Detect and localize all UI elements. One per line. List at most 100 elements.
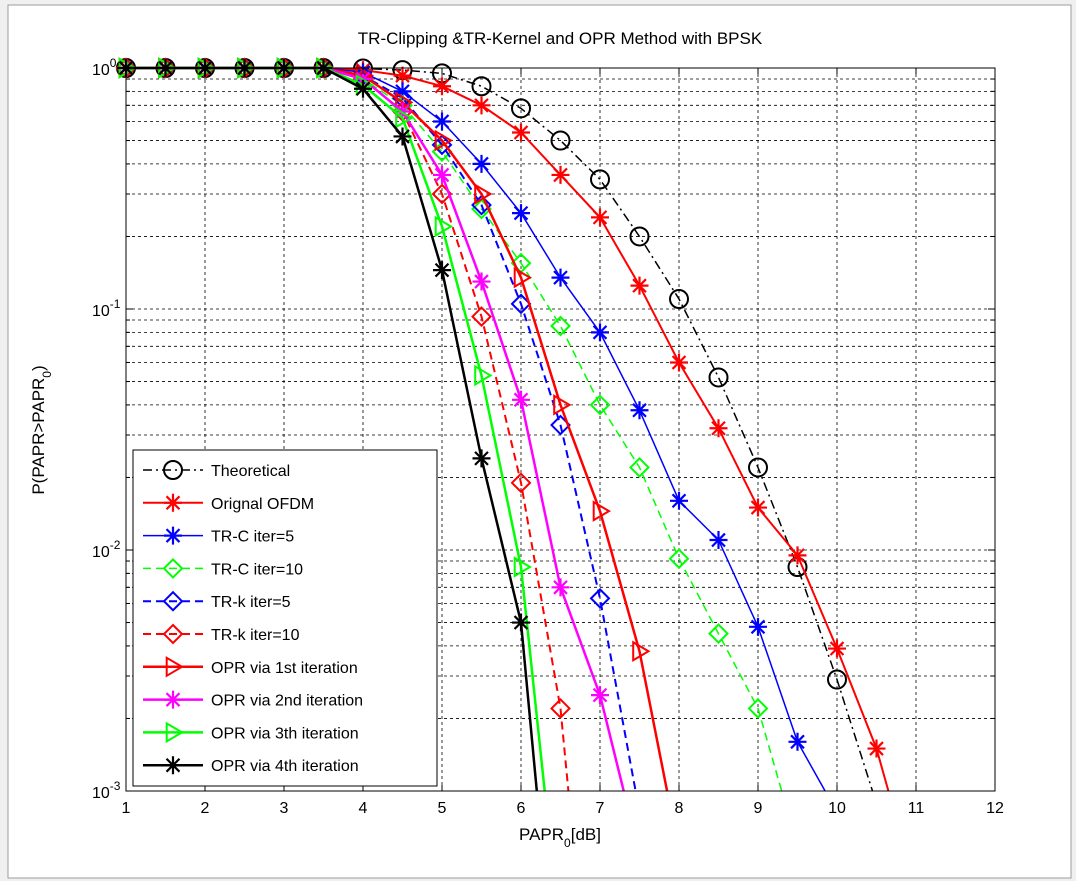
marker-star bbox=[393, 66, 412, 85]
marker-diamond bbox=[510, 472, 532, 494]
marker-star bbox=[670, 491, 688, 510]
marker-star bbox=[749, 498, 767, 517]
marker-star bbox=[512, 390, 530, 409]
legend: Theoretical Orignal OFDM TR-C iter=5 TR-C i… bbox=[132, 449, 438, 787]
x-tick-label: 5 bbox=[438, 800, 447, 817]
marker-star bbox=[591, 686, 609, 705]
marker-diamond bbox=[162, 623, 184, 645]
marker-circle bbox=[708, 367, 729, 388]
legend-entry: TR-C iter=5 bbox=[143, 526, 294, 546]
y-axis-label-suffix: ) bbox=[29, 365, 48, 371]
marker-star bbox=[433, 165, 451, 184]
marker-star bbox=[164, 526, 182, 545]
legend-label: OPR via 2nd iteration bbox=[211, 693, 363, 710]
marker-star bbox=[472, 449, 491, 468]
marker-star bbox=[591, 323, 609, 342]
marker-circle bbox=[629, 226, 650, 247]
marker-circle bbox=[163, 460, 183, 480]
legend-entry: TR-k iter=5 bbox=[143, 590, 291, 612]
legend-label: TR-k iter=10 bbox=[211, 627, 300, 644]
x-axis-label-sub: 0 bbox=[564, 836, 571, 850]
marker-star bbox=[551, 578, 570, 597]
legend-label: OPR via 4th iteration bbox=[211, 758, 359, 775]
marker-diamond bbox=[629, 457, 650, 478]
x-tick-label: 2 bbox=[201, 800, 210, 817]
marker-star bbox=[433, 261, 451, 280]
marker-diamond bbox=[471, 306, 492, 328]
marker-circle bbox=[471, 76, 492, 97]
legend-entry: OPR via 3th iteration bbox=[143, 721, 359, 744]
legend-entry: TR-k iter=10 bbox=[143, 623, 300, 645]
marker-star bbox=[393, 102, 412, 121]
marker-star bbox=[709, 531, 728, 550]
legend-label: OPR via 3th iteration bbox=[211, 725, 359, 742]
x-tick-label: 10 bbox=[828, 800, 846, 817]
marker-star bbox=[393, 82, 412, 101]
marker-star bbox=[788, 732, 807, 751]
marker-circle bbox=[827, 669, 847, 690]
x-axis-label-suffix: [dB] bbox=[571, 825, 601, 844]
series-line bbox=[126, 67, 874, 792]
legend-label: TR-C iter=10 bbox=[211, 561, 303, 578]
legend-box bbox=[132, 449, 438, 787]
legend-label: TR-C iter=5 bbox=[211, 529, 294, 546]
marker-star bbox=[433, 77, 451, 96]
legend-entry: Orignal OFDM bbox=[143, 493, 314, 513]
marker-star bbox=[433, 112, 451, 131]
marker-star bbox=[164, 493, 182, 512]
marker-star bbox=[512, 613, 530, 632]
marker-star bbox=[472, 272, 491, 291]
x-tick-label: 1 bbox=[122, 800, 131, 817]
y-axis-label-main: P(PAPR>PAPR bbox=[29, 378, 48, 495]
marker-circle bbox=[669, 289, 689, 310]
y-tick-label: 100 bbox=[92, 56, 117, 79]
marker-triangle bbox=[434, 129, 453, 152]
y-tick-label: 10-2 bbox=[92, 538, 121, 561]
marker-star bbox=[788, 546, 807, 565]
marker-star bbox=[591, 208, 609, 227]
marker-triangle bbox=[513, 556, 532, 578]
marker-diamond bbox=[162, 557, 184, 579]
legend-entry: Theoretical bbox=[143, 460, 290, 480]
marker-star bbox=[670, 353, 688, 372]
y-tick-label: 10-1 bbox=[92, 297, 121, 320]
marker-star bbox=[512, 123, 530, 142]
marker-star bbox=[709, 419, 728, 438]
x-tick-label: 4 bbox=[359, 800, 368, 817]
marker-circle bbox=[590, 169, 610, 190]
legend-entry: TR-C iter=10 bbox=[143, 557, 303, 579]
marker-triangle bbox=[165, 656, 184, 678]
legend-label: TR-k iter=5 bbox=[211, 594, 291, 611]
y-axis-label-sub: 0 bbox=[40, 371, 54, 378]
marker-star bbox=[512, 204, 530, 223]
marker-diamond bbox=[708, 623, 729, 644]
x-tick-label: 9 bbox=[754, 800, 763, 817]
marker-triangle bbox=[553, 394, 572, 416]
x-tick-label: 7 bbox=[596, 800, 605, 817]
marker-star bbox=[630, 276, 649, 295]
marker-triangle bbox=[474, 183, 493, 205]
marker-star bbox=[828, 639, 846, 658]
legend-entry: OPR via 2nd iteration bbox=[143, 690, 363, 710]
marker-star bbox=[164, 756, 182, 775]
legend-entry: OPR via 4th iteration bbox=[143, 756, 359, 775]
x-tick-label: 8 bbox=[675, 800, 684, 817]
marker-star bbox=[551, 165, 570, 184]
marker-diamond bbox=[668, 548, 690, 570]
marker-diamond bbox=[589, 394, 611, 416]
marker-diamond bbox=[550, 315, 571, 337]
x-tick-label: 6 bbox=[517, 800, 526, 817]
marker-star bbox=[749, 617, 767, 636]
marker-circle bbox=[550, 130, 571, 151]
legend-label: OPR via 1st iteration bbox=[211, 660, 358, 677]
marker-star bbox=[393, 127, 412, 146]
marker-star bbox=[164, 690, 182, 709]
x-axis-label: PAPR0[dB] bbox=[519, 825, 601, 850]
x-tick-label: 12 bbox=[986, 800, 1004, 817]
marker-star bbox=[867, 739, 886, 758]
plot-frame bbox=[125, 67, 996, 792]
marker-diamond bbox=[550, 698, 571, 719]
x-axis-label-main: PAPR bbox=[519, 825, 564, 844]
